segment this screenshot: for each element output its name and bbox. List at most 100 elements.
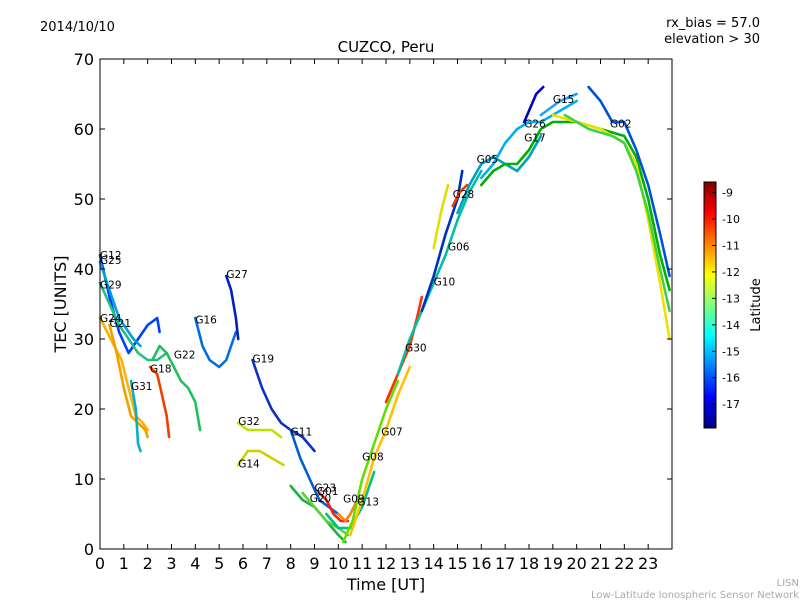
series-label: G30 xyxy=(405,342,427,354)
elevation-label: elevation > 30 xyxy=(664,32,760,47)
y-tick-label: 60 xyxy=(74,120,94,139)
series-label: G14 xyxy=(238,459,260,471)
series-label: G18 xyxy=(150,363,172,375)
series-line-G19 xyxy=(251,358,316,453)
bias-label: rx_bias = 57.0 xyxy=(666,16,760,31)
y-tick-label: 20 xyxy=(74,400,94,419)
series-label: G32 xyxy=(238,416,260,428)
y-tick-label: 30 xyxy=(74,330,94,349)
series-line-G09 xyxy=(337,498,359,523)
series-label: G20 xyxy=(310,493,332,505)
series-label: G11 xyxy=(291,426,313,438)
series-label: G07 xyxy=(381,426,403,438)
series-line-G27 xyxy=(225,274,240,341)
colorbar-tick-label: -15 xyxy=(722,345,740,358)
series-line-G10 xyxy=(396,169,483,376)
series-line-G31 xyxy=(129,379,142,453)
y-axis: 0 10 20 30 40 50 60 70 xyxy=(74,50,672,559)
series-line-G02 xyxy=(587,85,671,278)
x-tick-label: 3 xyxy=(166,554,176,573)
y-tick-label: 0 xyxy=(84,540,94,559)
colorbar-tick-label: -9 xyxy=(722,187,733,200)
x-tick-label: 11 xyxy=(352,554,372,573)
series-label: G22 xyxy=(174,349,196,361)
footer-network: Low-Latitude Ionospheric Sensor Network xyxy=(591,590,799,600)
series-label: G01 xyxy=(317,486,339,498)
series-label: G24 xyxy=(100,313,122,325)
series-label: G17 xyxy=(524,132,546,144)
series-line-G17 xyxy=(480,120,671,292)
series-line-G07 xyxy=(349,365,412,537)
footer-lisn: LISN xyxy=(777,578,799,589)
x-tick-label: 14 xyxy=(423,554,443,573)
series-line-G14 xyxy=(236,449,285,467)
series-line-G22 xyxy=(151,344,202,432)
colorbar-ticks: -9 -10 -11 -12 -13 -14 -15 -16 -17 xyxy=(712,187,740,411)
series-line-G05 xyxy=(456,134,543,215)
x-tick-label: 13 xyxy=(400,554,420,573)
colorbar xyxy=(703,181,717,429)
series-label: G10 xyxy=(434,277,456,289)
x-tick-label: 18 xyxy=(519,554,539,573)
colorbar-tick-label: -17 xyxy=(722,398,740,411)
x-tick-label: 17 xyxy=(495,554,515,573)
x-tick-label: 20 xyxy=(566,554,586,573)
series-label: G29 xyxy=(100,279,122,291)
y-tick-label: 10 xyxy=(74,470,94,489)
series-label: G31 xyxy=(131,381,153,393)
colorbar-tick-label: -12 xyxy=(722,266,740,279)
series-line-G21 xyxy=(108,323,149,439)
series-label: G19 xyxy=(253,354,274,366)
series-line-G28 xyxy=(451,183,469,208)
series-line-G01 xyxy=(301,491,350,537)
y-tick-label: 40 xyxy=(74,260,94,279)
y-tick-label: 70 xyxy=(74,50,94,69)
x-tick-label: 23 xyxy=(638,554,658,573)
x-tick-label: 15 xyxy=(447,554,467,573)
x-tick-label: 7 xyxy=(262,554,272,573)
colorbar-tick-label: -10 xyxy=(722,213,740,226)
x-tick-label: 22 xyxy=(614,554,634,573)
plot-lines xyxy=(98,85,671,544)
series-label: G28 xyxy=(453,189,475,201)
series-label: G09 xyxy=(343,494,365,506)
series-line-G29 xyxy=(98,281,168,362)
series-label: G21 xyxy=(110,318,131,330)
x-tick-label: 4 xyxy=(190,554,200,573)
series-label: G05 xyxy=(477,154,499,166)
series-label: G15 xyxy=(553,94,575,106)
x-tick-label: 21 xyxy=(590,554,610,573)
x-tick-label: 5 xyxy=(214,554,224,573)
series-label: G12 xyxy=(100,250,122,262)
series-line-G24 xyxy=(98,316,149,432)
date-label: 2014/10/10 xyxy=(40,20,115,35)
series-label: G26 xyxy=(524,118,546,130)
x-tick-label: 9 xyxy=(309,554,319,573)
colorbar-tick-label: -14 xyxy=(722,319,740,332)
series-label: G06 xyxy=(448,242,470,254)
colorbar-tick-label: -16 xyxy=(722,372,740,385)
colorbar-tick-label: -13 xyxy=(722,292,740,305)
series-label: G08 xyxy=(362,452,384,464)
series-line-G25 xyxy=(98,260,142,348)
colorbar-tick-label: -11 xyxy=(722,239,740,252)
x-tick-label: 6 xyxy=(238,554,248,573)
x-tick-label: 1 xyxy=(119,554,129,573)
x-tick-label: 10 xyxy=(328,554,348,573)
series-label: G25 xyxy=(100,255,122,267)
x-axis: 0 1 2 3 4 5 6 7 8 9 10 11 12 13 14 15 16 17 18 19 20 21 22 23 xyxy=(95,59,658,573)
x-tick-label: 2 xyxy=(143,554,153,573)
series-line-unlabeled-33 xyxy=(539,92,578,117)
series-label: G13 xyxy=(357,496,379,508)
series-label: G27 xyxy=(226,269,248,281)
series-line-G32 xyxy=(236,421,283,439)
series-line-G26 xyxy=(480,99,578,180)
x-tick-label: 16 xyxy=(471,554,491,573)
series-line-G18 xyxy=(148,365,171,439)
series-line-G06 xyxy=(420,169,464,313)
series-line-G30 xyxy=(384,295,424,404)
series-label: G02 xyxy=(610,118,632,130)
chart-title: CUZCO, Peru xyxy=(338,38,435,56)
